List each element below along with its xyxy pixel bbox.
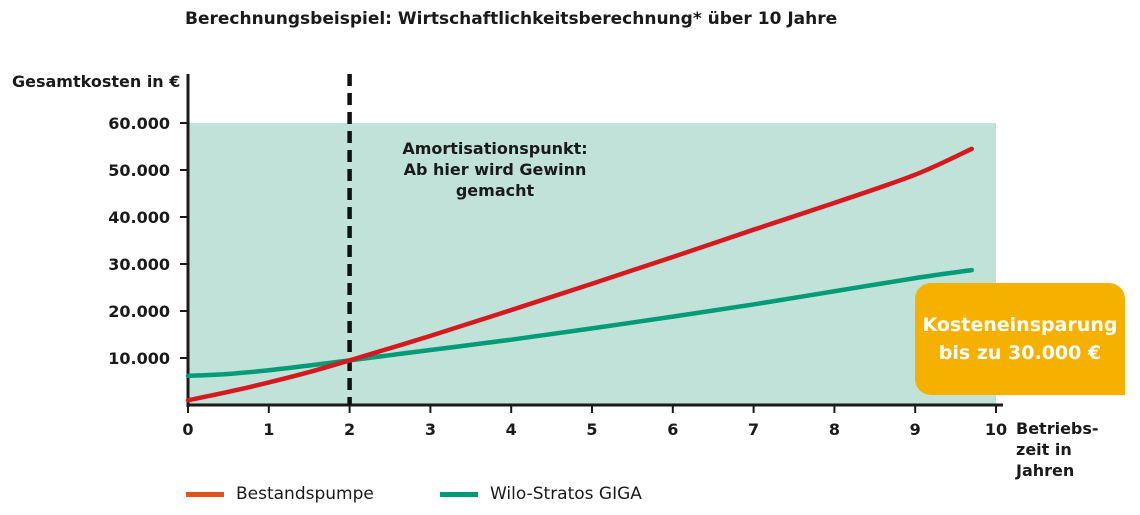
x-tick-label: 0 [182,420,193,439]
x-tick-label: 4 [506,420,517,439]
legend-swatch-bestandspumpe [186,491,224,497]
y-tick-label: 10.000 [108,349,170,368]
x-tick-label: 9 [910,420,921,439]
x-tick-label: 7 [748,420,759,439]
y-tick-label: 20.000 [108,302,170,321]
x-tick-label: 8 [829,420,840,439]
y-axis-label: Gesamtkosten in € [12,72,181,91]
x-tick-label: 1 [263,420,274,439]
y-tick-label: 40.000 [108,208,170,227]
savings-box: Kosteneinsparung bis zu 30.000 € [915,283,1125,395]
legend-item-wilo-stratos-giga: Wilo-Stratos GIGA [440,484,642,504]
x-tick-label: 10 [985,420,1007,439]
legend-swatch-wilo-stratos-giga [440,491,478,497]
y-tick-label: 30.000 [108,255,170,274]
x-tick-label: 6 [667,420,678,439]
legend-item-bestandspumpe: Bestandspumpe [186,484,374,504]
chart-title: Berechnungsbeispiel: Wirtschaftlichkeits… [185,9,838,29]
legend-label-wilo-stratos-giga: Wilo-Stratos GIGA [490,484,642,504]
x-tick-label: 3 [425,420,436,439]
x-tick-label: 2 [344,420,355,439]
x-tick-label: 5 [586,420,597,439]
plot-area-background [188,123,996,405]
series-line-bestandspumpe [185,146,975,403]
x-axis-label: Betriebs- zeit in Jahren [1016,419,1099,480]
series-line-wilo-stratos-giga [185,267,975,379]
y-tick-label: 50.000 [108,161,170,180]
amortization-annotation: Amortisationspunkt: Ab hier wird Gewinn … [402,139,588,200]
legend-label-bestandspumpe: Bestandspumpe [236,484,374,504]
y-tick-label: 60.000 [108,114,170,133]
